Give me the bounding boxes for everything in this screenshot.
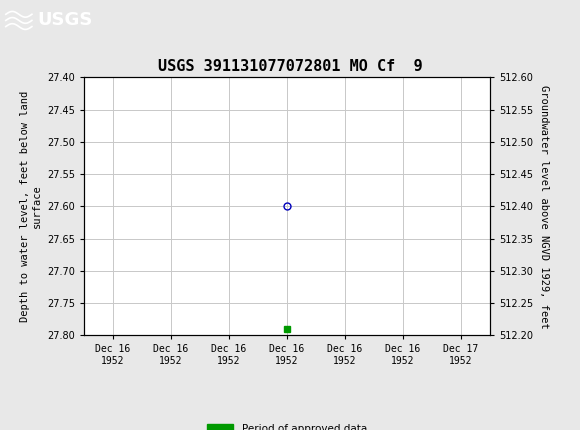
Legend: Period of approved data: Period of approved data <box>203 420 371 430</box>
Y-axis label: Depth to water level, feet below land
surface: Depth to water level, feet below land su… <box>20 91 42 322</box>
Text: USGS 391131077072801 MO Cf  9: USGS 391131077072801 MO Cf 9 <box>158 59 422 74</box>
Y-axis label: Groundwater level above NGVD 1929, feet: Groundwater level above NGVD 1929, feet <box>539 85 549 328</box>
Text: USGS: USGS <box>38 12 93 29</box>
